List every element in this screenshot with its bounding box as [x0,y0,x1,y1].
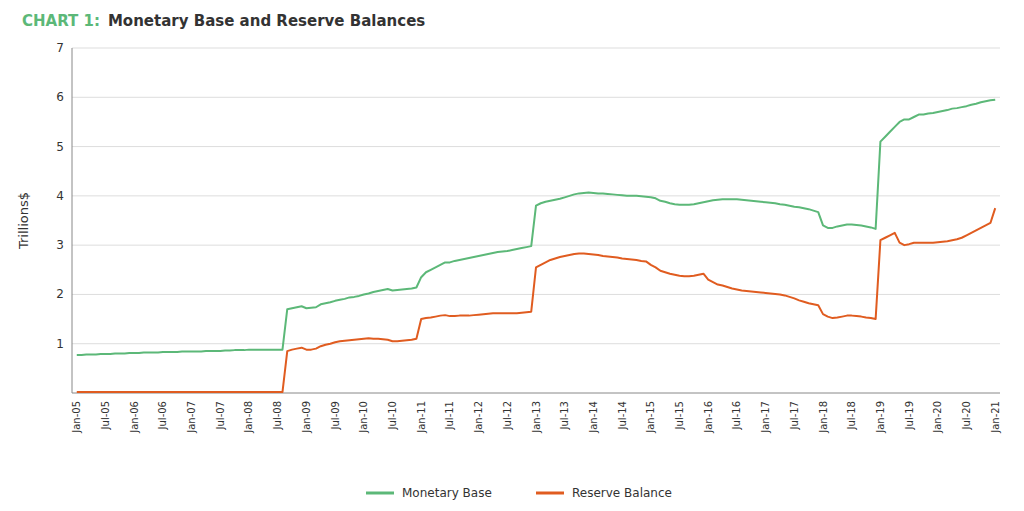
y-tick-label: 6 [56,90,64,104]
x-tick-label: Jul-08 [272,401,283,430]
x-tick-label: Jul-19 [904,401,915,430]
x-tick-label: Jul-20 [961,401,972,430]
grid-line [72,146,1000,147]
subtitle: Monetary Base and Reserve Balances [108,12,425,30]
x-tick-label: Jul-05 [100,401,111,430]
line [77,208,995,392]
x-tick-label: Jan-07 [186,401,197,434]
grid-line [72,343,1000,344]
x-tick-label: Jul-12 [502,401,513,430]
grid-line [72,48,1000,49]
x-tick-label: Jul-09 [330,401,341,430]
legend-label: Reserve Balance [572,486,672,500]
grid-line [72,294,1000,295]
grid-line [72,245,1000,246]
title: CHART 1: [22,12,100,30]
grid-line [72,97,1000,98]
x-tick-label: Jan-10 [358,401,369,434]
y-axis-label: Trillions$ [16,192,31,250]
x-tick-label: Jan-11 [416,401,427,434]
x-tick-label: Jan-05 [71,401,82,434]
x-tick-label: Jan-19 [875,401,886,434]
x-tick-label: Jan-15 [645,401,656,434]
legend-swatch [536,492,564,495]
x-tick-label: Jan-14 [588,401,599,434]
x-tick-label: Jan-18 [818,401,829,434]
y-tick-label: 2 [56,287,64,301]
x-tick-label: Jul-15 [674,401,685,430]
x-tick-label: Jul-06 [157,401,168,430]
y-tick-label: 3 [56,238,64,252]
x-tick-label: Jul-17 [789,401,800,430]
x-tick-label: Jul-11 [444,401,455,430]
x-tick-label: Jul-13 [559,401,570,430]
y-axis-line [72,48,73,393]
x-tick-label: Jul-14 [617,401,628,430]
legend-swatch [366,492,394,495]
y-tick-label: 1 [56,337,64,351]
x-tick-label: Jan-17 [760,401,771,434]
x-tick-label: Jul-07 [215,401,226,430]
x-tick-label: Jan-13 [531,401,542,434]
x-tick-label: Jan-16 [703,401,714,434]
x-tick-label: Jan-06 [129,401,140,434]
grid-line [72,195,1000,196]
x-tick-label: Jan-09 [301,401,312,434]
y-tick-label: 4 [56,189,64,203]
x-tick-label: Jan-08 [243,401,254,434]
x-tick-label: Jan-12 [473,401,484,434]
chart: CHART 1: Monetary Base and Reserve Balanc… [0,0,1024,511]
x-tick-label: Jul-16 [731,401,742,430]
x-tick-label: Jan-21 [990,401,1001,434]
x-tick-label: Jul-18 [846,401,857,430]
y-tick-label: 7 [56,41,64,55]
x-tick-label: Jul-10 [387,401,398,430]
lines [77,100,995,392]
y-tick-label: 5 [56,140,64,154]
grid [72,48,1000,344]
legend-label: Monetary Base [402,486,492,500]
legend: Monetary Base Reserve Balance [366,486,672,500]
x-tick-label: Jan-20 [932,401,943,434]
